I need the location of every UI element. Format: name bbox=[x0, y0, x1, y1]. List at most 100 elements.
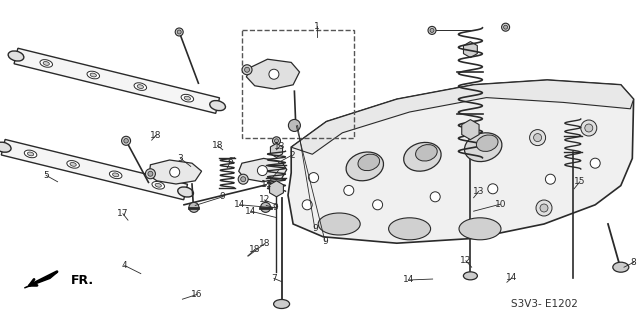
Circle shape bbox=[540, 204, 548, 212]
Ellipse shape bbox=[465, 133, 502, 162]
Circle shape bbox=[504, 25, 508, 29]
Circle shape bbox=[238, 174, 248, 184]
Ellipse shape bbox=[358, 154, 380, 171]
Ellipse shape bbox=[90, 73, 97, 77]
Ellipse shape bbox=[415, 145, 437, 161]
Text: 14: 14 bbox=[506, 273, 518, 282]
Circle shape bbox=[502, 23, 509, 31]
Text: 12: 12 bbox=[259, 196, 270, 204]
Polygon shape bbox=[239, 158, 287, 182]
Text: 14: 14 bbox=[234, 200, 246, 209]
Polygon shape bbox=[288, 80, 634, 243]
Ellipse shape bbox=[8, 51, 24, 61]
Ellipse shape bbox=[613, 262, 628, 272]
Text: 7: 7 bbox=[271, 274, 276, 283]
Ellipse shape bbox=[67, 161, 79, 168]
Ellipse shape bbox=[87, 71, 100, 79]
Ellipse shape bbox=[318, 213, 360, 235]
Circle shape bbox=[545, 174, 556, 184]
Circle shape bbox=[273, 137, 280, 145]
Text: 12: 12 bbox=[460, 256, 472, 265]
Ellipse shape bbox=[28, 152, 34, 156]
Circle shape bbox=[244, 67, 250, 72]
Circle shape bbox=[241, 177, 246, 182]
Circle shape bbox=[275, 139, 278, 143]
Circle shape bbox=[430, 192, 440, 202]
Ellipse shape bbox=[274, 300, 290, 308]
Text: 18: 18 bbox=[150, 131, 162, 140]
Text: 13: 13 bbox=[274, 142, 285, 151]
Ellipse shape bbox=[155, 183, 161, 187]
Circle shape bbox=[242, 65, 252, 75]
Polygon shape bbox=[1, 140, 188, 200]
Circle shape bbox=[145, 169, 156, 179]
Text: 14: 14 bbox=[403, 276, 414, 284]
Ellipse shape bbox=[152, 181, 164, 189]
Ellipse shape bbox=[109, 171, 122, 179]
Circle shape bbox=[344, 185, 354, 196]
Ellipse shape bbox=[346, 152, 383, 181]
Text: 9: 9 bbox=[323, 237, 328, 246]
Text: 8: 8 bbox=[631, 258, 636, 267]
Text: 9: 9 bbox=[273, 204, 278, 212]
Text: 1: 1 bbox=[314, 22, 319, 31]
Text: 4: 4 bbox=[122, 261, 127, 270]
Circle shape bbox=[170, 167, 180, 177]
Circle shape bbox=[308, 172, 319, 183]
Ellipse shape bbox=[24, 150, 37, 158]
Circle shape bbox=[428, 26, 436, 34]
Polygon shape bbox=[149, 160, 202, 184]
Polygon shape bbox=[291, 80, 634, 154]
Text: 3: 3 bbox=[178, 154, 183, 163]
Circle shape bbox=[260, 202, 271, 212]
Text: 15: 15 bbox=[574, 177, 586, 186]
Circle shape bbox=[430, 28, 434, 32]
Circle shape bbox=[289, 119, 300, 132]
Circle shape bbox=[257, 165, 268, 176]
Text: 9: 9 bbox=[220, 192, 225, 201]
Circle shape bbox=[372, 200, 383, 210]
Circle shape bbox=[177, 30, 181, 34]
Text: 11: 11 bbox=[260, 180, 272, 189]
Ellipse shape bbox=[404, 142, 441, 171]
Ellipse shape bbox=[40, 60, 52, 67]
Text: 13: 13 bbox=[473, 187, 484, 196]
Circle shape bbox=[590, 158, 600, 168]
Ellipse shape bbox=[113, 173, 119, 177]
Text: 14: 14 bbox=[245, 207, 257, 216]
Ellipse shape bbox=[210, 100, 225, 111]
Polygon shape bbox=[246, 59, 300, 89]
Text: 2: 2 bbox=[289, 151, 294, 160]
Circle shape bbox=[536, 200, 552, 216]
Ellipse shape bbox=[184, 96, 191, 100]
Circle shape bbox=[124, 139, 129, 143]
Circle shape bbox=[148, 171, 153, 176]
Circle shape bbox=[488, 184, 498, 194]
Text: S3V3- E1202: S3V3- E1202 bbox=[511, 299, 577, 309]
Circle shape bbox=[581, 120, 597, 136]
Ellipse shape bbox=[181, 94, 194, 102]
Circle shape bbox=[189, 202, 199, 212]
Circle shape bbox=[122, 136, 131, 145]
Text: 18: 18 bbox=[249, 245, 260, 254]
Circle shape bbox=[302, 200, 312, 210]
Circle shape bbox=[269, 69, 279, 79]
Ellipse shape bbox=[459, 218, 501, 240]
Text: 18: 18 bbox=[259, 239, 270, 248]
Circle shape bbox=[534, 134, 541, 141]
Text: 5: 5 bbox=[44, 171, 49, 180]
Polygon shape bbox=[14, 48, 220, 113]
Text: FR.: FR. bbox=[70, 274, 93, 286]
Circle shape bbox=[175, 28, 183, 36]
Ellipse shape bbox=[388, 218, 431, 240]
Text: 18: 18 bbox=[212, 141, 223, 150]
Text: 16: 16 bbox=[191, 290, 203, 299]
Circle shape bbox=[530, 130, 545, 146]
Ellipse shape bbox=[70, 163, 76, 166]
Ellipse shape bbox=[0, 142, 11, 152]
Ellipse shape bbox=[43, 61, 49, 65]
Ellipse shape bbox=[178, 187, 193, 197]
Circle shape bbox=[585, 124, 593, 132]
Polygon shape bbox=[24, 272, 58, 288]
Ellipse shape bbox=[134, 83, 147, 91]
